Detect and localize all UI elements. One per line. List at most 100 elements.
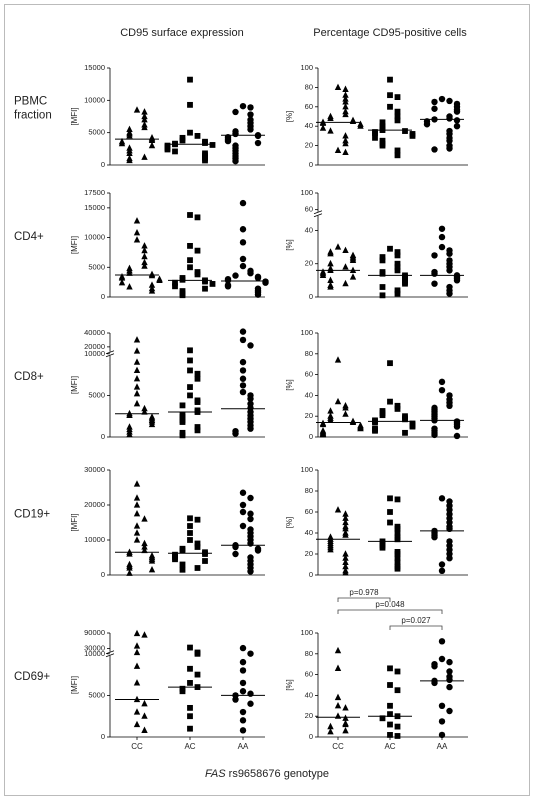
data-point: [187, 713, 193, 720]
data-point: [247, 111, 254, 118]
y-axis-label: [MFI]: [70, 513, 79, 531]
data-point: [148, 565, 156, 573]
data-point: [202, 558, 208, 564]
row-label: CD69+: [14, 671, 50, 683]
y-tick-label: 30000: [84, 465, 105, 474]
data-point: [387, 76, 393, 83]
data-point: [194, 214, 201, 221]
data-point: [133, 494, 141, 501]
data-point: [179, 402, 186, 409]
data-point: [319, 420, 327, 428]
axis-break: [313, 210, 323, 215]
data-point: [387, 398, 393, 405]
y-tick-label: 15000: [84, 203, 105, 212]
data-point: [194, 650, 201, 657]
data-point: [431, 280, 438, 287]
data-point: [239, 658, 247, 666]
axis-break: [105, 650, 115, 655]
data-point: [349, 273, 357, 280]
y-tick-label: 30000: [84, 644, 105, 653]
data-point: [172, 279, 178, 286]
y-axis-label: [MFI]: [70, 376, 79, 394]
data-point: [379, 544, 386, 551]
y-tick-label: 0: [309, 570, 313, 579]
data-point: [327, 249, 334, 257]
y-tick-label: 20: [305, 711, 313, 720]
data-point: [387, 665, 393, 672]
data-point: [394, 267, 401, 274]
data-point: [342, 550, 349, 557]
y-axis-label: [%]: [285, 517, 294, 529]
data-point: [327, 266, 334, 273]
data-point: [438, 95, 446, 103]
data-point: [126, 132, 133, 139]
p-value: p=0.048: [375, 600, 405, 609]
y-tick-label: 0: [101, 160, 105, 169]
data-point: [431, 146, 438, 153]
data-point: [254, 274, 262, 282]
data-point: [431, 663, 438, 670]
data-point: [342, 279, 349, 287]
y-tick-label: 10000: [84, 535, 105, 544]
data-point: [133, 383, 141, 390]
data-point: [327, 127, 334, 134]
data-point: [224, 277, 232, 284]
axis-break: [105, 653, 115, 658]
data-point: [402, 128, 408, 134]
data-point: [402, 429, 408, 436]
data-point: [141, 543, 148, 550]
y-tick-label: 0: [309, 292, 313, 301]
data-point: [141, 242, 148, 249]
y-tick-label: 10000: [84, 95, 105, 104]
data-point: [187, 644, 193, 651]
data-point: [387, 245, 393, 252]
data-point: [202, 278, 208, 285]
data-point: [232, 157, 239, 165]
data-point: [187, 530, 193, 536]
data-point: [126, 283, 133, 290]
data-point: [394, 536, 401, 543]
data-point: [334, 146, 342, 154]
data-point: [194, 133, 201, 139]
x-axis-label-italic: FAS: [205, 768, 226, 780]
data-point: [387, 519, 393, 526]
data-point: [342, 531, 349, 538]
data-point: [438, 561, 446, 568]
data-point: [387, 360, 393, 367]
data-point: [247, 494, 254, 502]
data-point: [327, 276, 334, 283]
data-point: [239, 226, 247, 233]
data-point: [194, 427, 201, 434]
data-point: [394, 402, 401, 409]
data-point: [334, 506, 342, 513]
data-point: [239, 679, 247, 687]
row-label: CD8+: [14, 371, 44, 383]
data-point: [342, 148, 349, 155]
data-point: [349, 256, 357, 263]
data-point: [224, 283, 232, 290]
data-point: [334, 243, 342, 250]
comparison-bracket: [389, 625, 443, 630]
data-point: [239, 667, 247, 674]
y-tick-label: 0: [309, 732, 313, 741]
data-point: [133, 366, 141, 374]
data-point: [394, 260, 401, 267]
data-point: [423, 121, 431, 128]
data-point: [187, 257, 193, 264]
data-point: [232, 696, 239, 703]
data-point: [379, 257, 386, 264]
data-point: [133, 501, 141, 508]
y-tick-label: 5000: [88, 128, 105, 137]
data-point: [133, 720, 141, 728]
data-point: [431, 98, 438, 106]
data-point: [342, 103, 349, 110]
data-point: [247, 515, 254, 523]
y-tick-label: 20: [305, 259, 313, 268]
data-point: [141, 408, 148, 415]
data-point: [187, 347, 193, 354]
data-point: [179, 137, 186, 144]
data-point: [342, 132, 349, 139]
data-point: [387, 702, 393, 709]
data-point: [342, 139, 349, 147]
data-point: [394, 117, 401, 124]
